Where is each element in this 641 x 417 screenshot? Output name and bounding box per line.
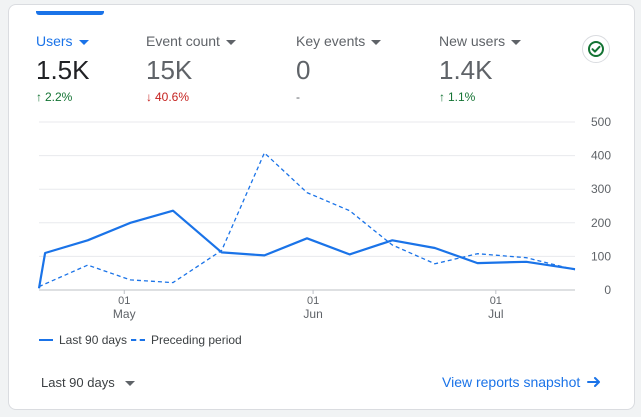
legend-dashed-line-icon <box>131 339 145 341</box>
metric-key-events-delta: - <box>296 90 381 104</box>
metric-key-events-label-text: Key events <box>296 33 366 49</box>
metric-key-events-label[interactable]: Key events <box>296 33 382 49</box>
y-tick-label: 0 <box>604 283 611 297</box>
metric-key-events-value: 0 <box>296 55 311 85</box>
metric-new-users-label[interactable]: New users <box>439 33 522 49</box>
x-tick-month: May <box>113 307 136 321</box>
view-reports-snapshot-label: View reports snapshot <box>442 374 581 390</box>
chevron-down-icon <box>225 39 236 45</box>
check-circle-svg <box>588 41 604 57</box>
arrow-up-icon: ↑ <box>439 90 445 104</box>
metric-new-users-delta-text: 1.1% <box>448 90 476 104</box>
metric-key-events-delta-text: - <box>296 90 300 104</box>
active-tab-indicator <box>36 11 104 15</box>
chevron-down-icon <box>78 39 89 45</box>
view-reports-snapshot-link[interactable]: View reports snapshot <box>442 374 602 390</box>
y-tick-label: 100 <box>591 249 611 263</box>
metric-new-users-delta: ↑ 1.1% <box>439 90 521 104</box>
analytics-card: Users 1.5K ↑ 2.2% Event count 15K ↓ 40.6… <box>8 4 635 410</box>
x-tick-month: Jun <box>303 307 322 321</box>
metric-event-count-delta: ↓ 40.6% <box>146 90 236 104</box>
date-range-dropdown[interactable]: Last 90 days <box>41 375 135 390</box>
y-tick-label: 300 <box>591 182 611 196</box>
chevron-down-icon <box>371 39 382 45</box>
legend-current[interactable]: Last 90 days <box>39 333 127 347</box>
metric-users-label[interactable]: Users <box>36 33 90 49</box>
x-tick-day: 01 <box>118 295 130 307</box>
arrow-right-icon <box>587 377 601 387</box>
legend-solid-line-icon <box>39 339 53 341</box>
chevron-down-icon <box>511 39 522 45</box>
y-tick-label: 500 <box>591 115 611 129</box>
legend-previous-label: Preceding period <box>151 333 242 347</box>
metric-key-events[interactable]: Key events 0 - <box>296 33 382 104</box>
metric-event-count-label[interactable]: Event count <box>146 33 236 49</box>
metric-event-count-label-text: Event count <box>146 33 220 49</box>
y-tick-label: 400 <box>591 149 611 163</box>
metric-event-count[interactable]: Event count 15K ↓ 40.6% <box>146 33 236 104</box>
metric-event-count-value: 15K <box>146 55 193 85</box>
arrow-down-icon: ↓ <box>146 90 152 104</box>
metric-new-users-value: 1.4K <box>439 55 493 85</box>
chevron-down-icon <box>124 381 135 386</box>
arrow-up-icon: ↑ <box>36 90 42 104</box>
metric-users-label-text: Users <box>36 33 73 49</box>
series-line-preceding-period <box>38 152 576 288</box>
legend-previous[interactable]: Preceding period <box>131 333 242 347</box>
metric-users-delta-text: 2.2% <box>45 90 73 104</box>
metric-users[interactable]: Users 1.5K ↑ 2.2% <box>36 33 90 104</box>
y-tick-label: 200 <box>591 216 611 230</box>
check-circle-icon[interactable] <box>582 35 610 63</box>
metric-users-value: 1.5K <box>36 55 90 85</box>
series-line-last-90-days <box>37 209 576 289</box>
legend-current-label: Last 90 days <box>59 333 128 347</box>
x-tick-day: 01 <box>307 295 319 307</box>
metric-new-users-label-text: New users <box>439 33 506 49</box>
x-tick-month: Jul <box>488 307 503 321</box>
metric-new-users[interactable]: New users 1.4K ↑ 1.1% <box>439 33 522 104</box>
date-range-label: Last 90 days <box>41 375 115 390</box>
metric-event-count-delta-text: 40.6% <box>155 90 190 104</box>
x-tick-day: 01 <box>490 295 502 307</box>
metric-users-delta: ↑ 2.2% <box>36 90 90 104</box>
